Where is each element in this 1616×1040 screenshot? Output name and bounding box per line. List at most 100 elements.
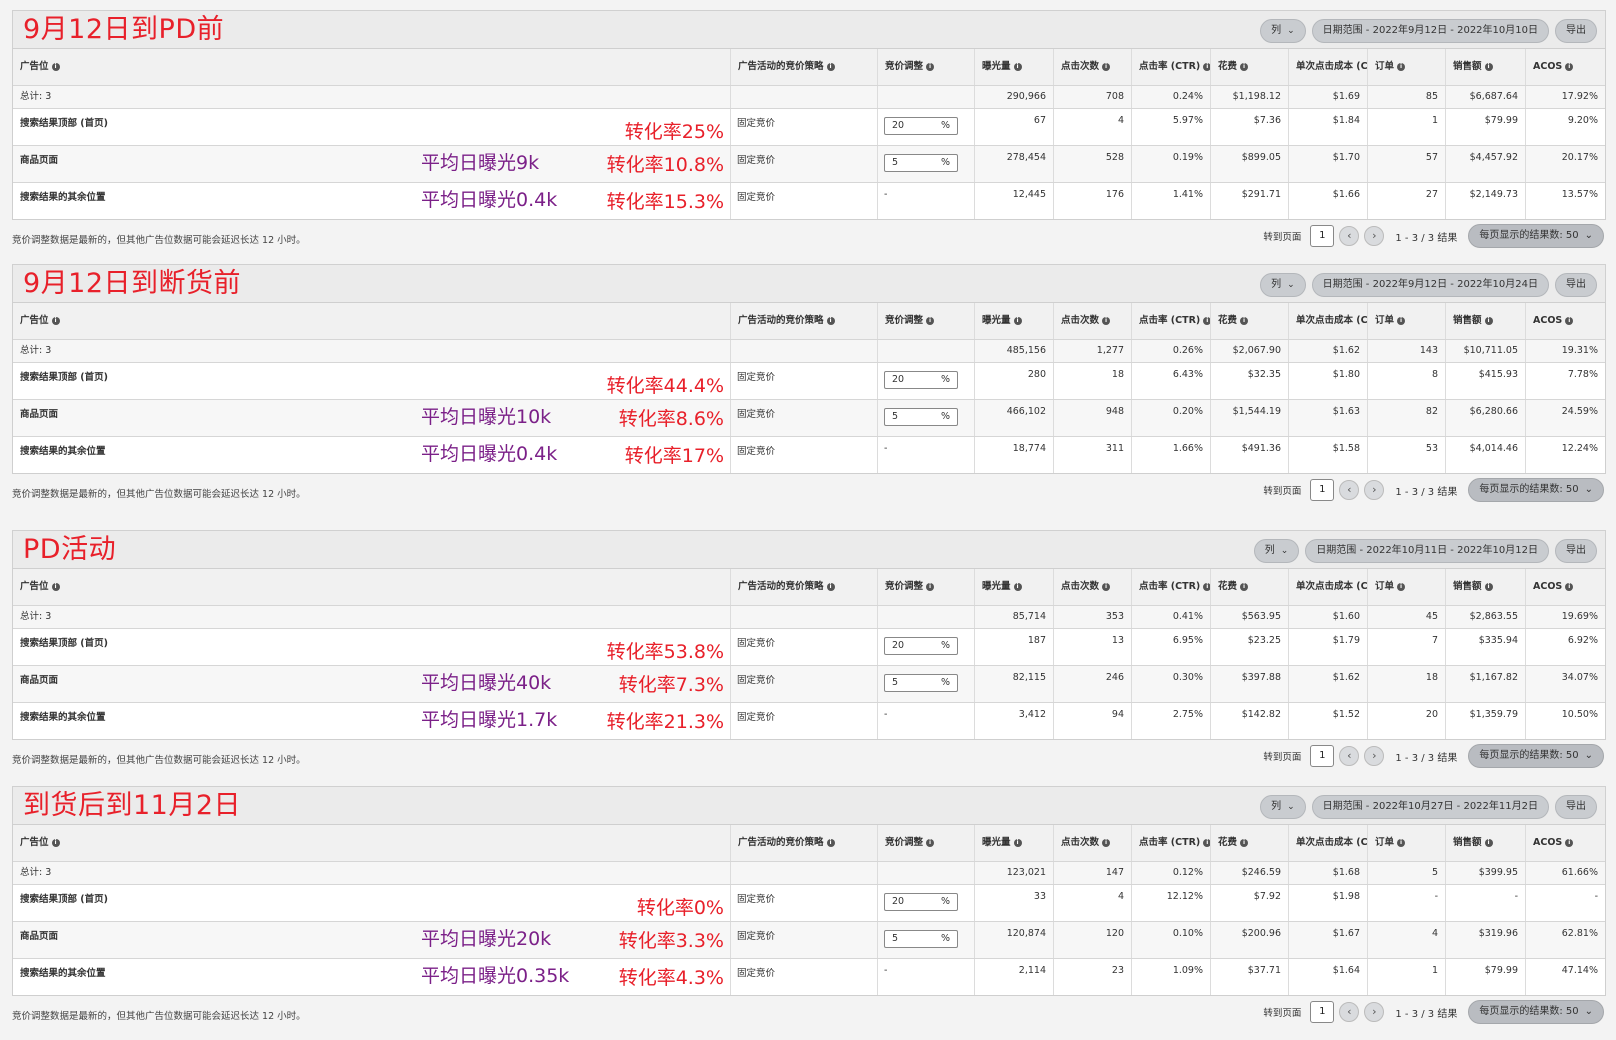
results-per-page-select[interactable]: 每页显示的结果数: 50 ⌄ [1468, 478, 1604, 502]
info-icon[interactable]: i [926, 316, 935, 325]
info-icon[interactable]: i [1240, 316, 1249, 325]
next-page-icon[interactable]: › [1364, 480, 1385, 500]
bid-adjustment-input[interactable]: 20% [884, 637, 958, 655]
column-header-cpc[interactable]: 单次点击成本 (CPC)i [1289, 569, 1368, 605]
export-button[interactable]: 导出 [1555, 19, 1597, 43]
info-icon[interactable]: i [1203, 838, 1210, 847]
date-range-button[interactable]: 日期范围 - 2022年10月27日 - 2022年11月2日 [1311, 795, 1549, 819]
info-icon[interactable]: i [1484, 62, 1493, 71]
bid-adjustment-input[interactable]: 5% [884, 154, 958, 172]
column-header-clicks[interactable]: 点击次数 i [1054, 825, 1132, 861]
column-header-acos[interactable]: ACOS i [1526, 49, 1605, 85]
column-header-strategy[interactable]: 广告活动的竞价策略 i [731, 303, 878, 339]
column-header-clicks[interactable]: 点击次数 i [1054, 569, 1132, 605]
info-icon[interactable]: i [1102, 582, 1111, 591]
columns-button[interactable]: 列 ⌄ [1260, 19, 1306, 43]
info-icon[interactable]: i [1240, 838, 1249, 847]
info-icon[interactable]: i [826, 838, 835, 847]
info-icon[interactable]: i [1484, 316, 1493, 325]
column-header-sales[interactable]: 销售额 i [1446, 569, 1526, 605]
bid-adjustment-input[interactable]: 20% [884, 893, 958, 911]
bid-adjustment-input[interactable]: 20% [884, 117, 958, 135]
column-header-placement[interactable]: 广告位 i [13, 303, 731, 339]
column-header-bid-adjustment[interactable]: 竞价调整 i [878, 569, 975, 605]
info-icon[interactable]: i [926, 582, 935, 591]
column-header-ctr[interactable]: 点击率 (CTR) i [1132, 49, 1211, 85]
column-header-orders[interactable]: 订单 i [1368, 49, 1446, 85]
column-header-orders[interactable]: 订单 i [1368, 569, 1446, 605]
page-number-input[interactable]: 1 [1310, 479, 1335, 501]
prev-page-icon[interactable]: ‹ [1339, 480, 1360, 500]
column-header-ctr[interactable]: 点击率 (CTR) i [1132, 825, 1211, 861]
column-header-bid-adjustment[interactable]: 竞价调整 i [878, 303, 975, 339]
info-icon[interactable]: i [1102, 316, 1111, 325]
column-header-placement[interactable]: 广告位 i [13, 49, 731, 85]
column-header-acos[interactable]: ACOS i [1526, 569, 1605, 605]
column-header-impressions[interactable]: 曝光量 i [975, 569, 1054, 605]
results-per-page-select[interactable]: 每页显示的结果数: 50 ⌄ [1468, 224, 1604, 248]
info-icon[interactable]: i [1203, 62, 1210, 71]
info-icon[interactable]: i [1397, 62, 1406, 71]
info-icon[interactable]: i [1397, 582, 1406, 591]
info-icon[interactable]: i [1102, 62, 1111, 71]
info-icon[interactable]: i [1397, 316, 1406, 325]
column-header-spend[interactable]: 花费 i [1211, 825, 1289, 861]
columns-button[interactable]: 列 ⌄ [1260, 273, 1306, 297]
column-header-impressions[interactable]: 曝光量 i [975, 303, 1054, 339]
info-icon[interactable]: i [1013, 582, 1022, 591]
column-header-ctr[interactable]: 点击率 (CTR) i [1132, 303, 1211, 339]
info-icon[interactable]: i [1565, 582, 1574, 591]
info-icon[interactable]: i [1397, 838, 1406, 847]
bid-adjustment-input[interactable]: 5% [884, 930, 958, 948]
info-icon[interactable]: i [1013, 838, 1022, 847]
info-icon[interactable]: i [1565, 316, 1574, 325]
info-icon[interactable]: i [1565, 838, 1574, 847]
column-header-clicks[interactable]: 点击次数 i [1054, 303, 1132, 339]
export-button[interactable]: 导出 [1555, 273, 1597, 297]
column-header-impressions[interactable]: 曝光量 i [975, 49, 1054, 85]
page-number-input[interactable]: 1 [1310, 745, 1335, 767]
info-icon[interactable]: i [1102, 838, 1111, 847]
prev-page-icon[interactable]: ‹ [1339, 1002, 1360, 1022]
columns-button[interactable]: 列 ⌄ [1260, 795, 1306, 819]
info-icon[interactable]: i [1484, 582, 1493, 591]
bid-adjustment-input[interactable]: 5% [884, 674, 958, 692]
bid-adjustment-input[interactable]: 5% [884, 408, 958, 426]
column-header-strategy[interactable]: 广告活动的竞价策略 i [731, 49, 878, 85]
columns-button[interactable]: 列 ⌄ [1253, 539, 1300, 563]
column-header-strategy[interactable]: 广告活动的竞价策略 i [731, 569, 878, 605]
date-range-button[interactable]: 日期范围 - 2022年10月11日 - 2022年10月12日 [1305, 539, 1549, 563]
results-per-page-select[interactable]: 每页显示的结果数: 50 ⌄ [1468, 1000, 1604, 1024]
column-header-ctr[interactable]: 点击率 (CTR) i [1132, 569, 1211, 605]
prev-page-icon[interactable]: ‹ [1339, 226, 1360, 246]
info-icon[interactable]: i [51, 582, 60, 591]
column-header-acos[interactable]: ACOS i [1526, 825, 1605, 861]
next-page-icon[interactable]: › [1364, 226, 1385, 246]
bid-adjustment-input[interactable]: 20% [884, 371, 958, 389]
column-header-placement[interactable]: 广告位 i [13, 825, 731, 861]
info-icon[interactable]: i [826, 62, 835, 71]
info-icon[interactable]: i [1240, 62, 1249, 71]
column-header-clicks[interactable]: 点击次数 i [1054, 49, 1132, 85]
column-header-cpc[interactable]: 单次点击成本 (CPC)i [1289, 825, 1368, 861]
info-icon[interactable]: i [1240, 582, 1249, 591]
info-icon[interactable]: i [1565, 62, 1574, 71]
results-per-page-select[interactable]: 每页显示的结果数: 50 ⌄ [1468, 744, 1604, 768]
info-icon[interactable]: i [1203, 582, 1210, 591]
export-button[interactable]: 导出 [1555, 539, 1597, 563]
column-header-spend[interactable]: 花费 i [1211, 303, 1289, 339]
column-header-acos[interactable]: ACOS i [1526, 303, 1605, 339]
page-number-input[interactable]: 1 [1310, 225, 1335, 247]
info-icon[interactable]: i [1013, 62, 1022, 71]
info-icon[interactable]: i [926, 62, 935, 71]
info-icon[interactable]: i [826, 582, 835, 591]
page-number-input[interactable]: 1 [1310, 1001, 1335, 1023]
column-header-strategy[interactable]: 广告活动的竞价策略 i [731, 825, 878, 861]
column-header-orders[interactable]: 订单 i [1368, 303, 1446, 339]
info-icon[interactable]: i [826, 316, 835, 325]
info-icon[interactable]: i [1484, 838, 1493, 847]
column-header-sales[interactable]: 销售额 i [1446, 825, 1526, 861]
next-page-icon[interactable]: › [1364, 746, 1385, 766]
date-range-button[interactable]: 日期范围 - 2022年9月12日 - 2022年10月10日 [1311, 19, 1549, 43]
column-header-sales[interactable]: 销售额 i [1446, 303, 1526, 339]
